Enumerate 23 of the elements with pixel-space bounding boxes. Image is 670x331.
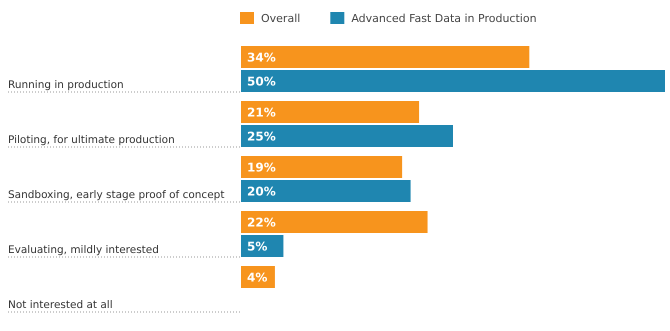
bar: [241, 70, 665, 92]
legend-label: Advanced Fast Data in Production: [351, 12, 537, 25]
y-tick-label: Piloting, for ultimate production: [8, 134, 175, 146]
legend-label: Overall: [261, 12, 300, 25]
data-label: 21%: [247, 106, 276, 120]
y-tick-label: Not interested at all: [8, 299, 113, 311]
data-label: 22%: [247, 216, 276, 230]
bar: [241, 180, 411, 202]
data-label: 19%: [247, 160, 276, 174]
data-label: 50%: [247, 74, 276, 88]
data-label: 5%: [247, 240, 268, 254]
data-label: 34%: [247, 50, 276, 64]
y-tick-label: Running in production: [8, 79, 124, 91]
data-label: 25%: [247, 130, 276, 144]
data-label: 20%: [247, 184, 276, 198]
y-tick-label: Evaluating, mildly interested: [8, 244, 159, 256]
bar: [241, 101, 420, 123]
bar: [241, 46, 530, 68]
data-label: 4%: [247, 270, 268, 284]
bar: [241, 125, 453, 147]
bar: [241, 156, 402, 178]
bar: [241, 211, 428, 233]
y-tick-label: Sandboxing, early stage proof of concept: [8, 189, 224, 201]
